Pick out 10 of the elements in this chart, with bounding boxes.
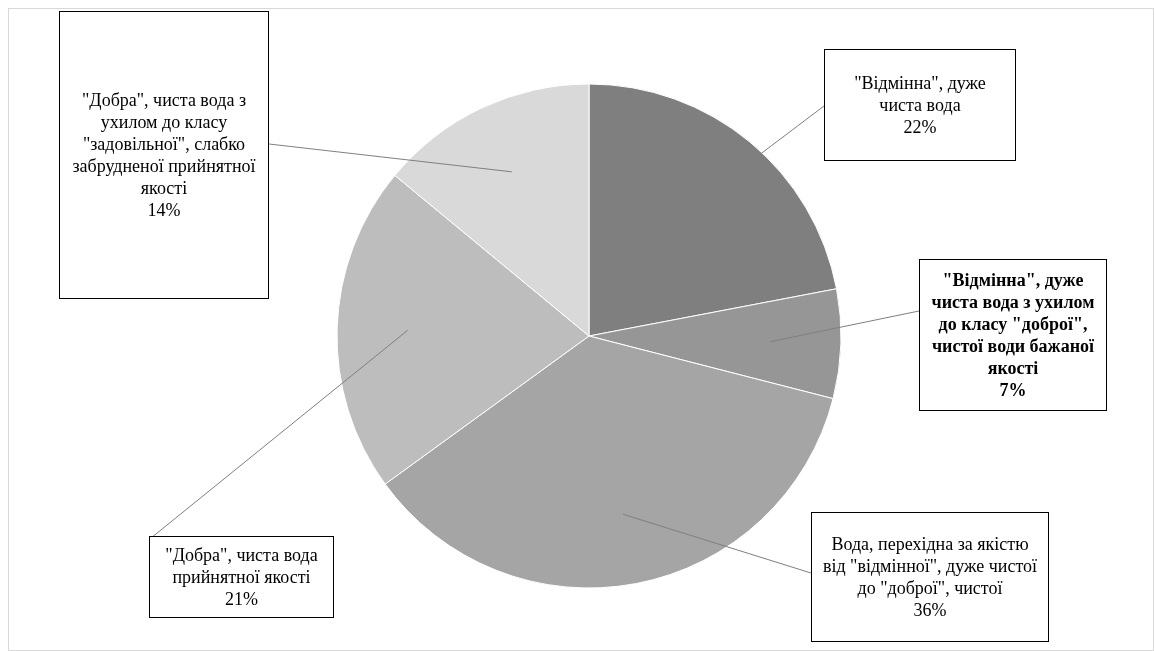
slice-label: Вода, перехідна за якістю від "відмінної", дуже чистої до "доброї", чистої [821, 533, 1039, 599]
slice-label: "Відмінна", дуже чиста вода [853, 72, 987, 116]
data-label: 14% [147, 199, 181, 221]
data-label: 7% [999, 379, 1027, 401]
slice-label: "Відмінна", дуже чиста вода з ухилом до класу "доброї", чистої води бажаної якості [930, 269, 1096, 379]
data-label: 22% [903, 116, 937, 138]
data-label: 21% [225, 588, 258, 610]
slice-label: "Добра", чиста вода з ухилом до класу "задовільної", слабко забрудненої прийнятної якості [71, 89, 257, 199]
data-label: 36% [913, 599, 947, 621]
slice-label: "Добра", чиста вода прийнятної якості [164, 544, 319, 588]
